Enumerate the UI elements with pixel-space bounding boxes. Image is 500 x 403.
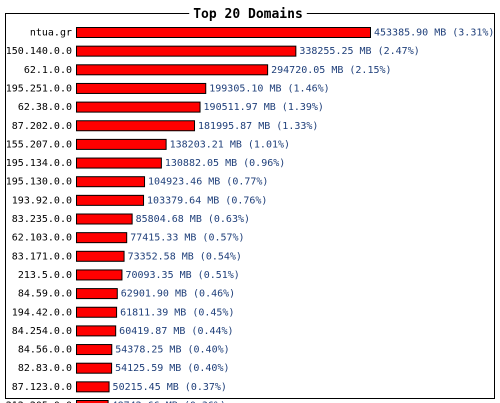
- bar: [76, 269, 123, 281]
- bar-row: 213.5.0.0 70093.35 MB (0.51%): [18, 269, 240, 281]
- bar: [76, 213, 133, 225]
- bar-row: ntua.gr 453385.90 MB (3.31%): [30, 27, 494, 39]
- category-label: 62.103.0.0: [12, 233, 72, 244]
- value-label: 190511.97 MB (1.39%): [204, 102, 324, 113]
- category-label: 194.42.0.0: [12, 307, 72, 318]
- bar-row: 150.140.0.0 338255.25 MB (2.47%): [6, 45, 420, 57]
- bar: [76, 120, 196, 132]
- value-label: 48742.66 MB (0.36%): [112, 401, 226, 403]
- value-label: 104923.46 MB (0.77%): [148, 177, 268, 188]
- category-label: 193.92.0.0: [12, 195, 72, 206]
- bar: [76, 250, 125, 262]
- bar: [76, 176, 146, 188]
- value-label: 103379.64 MB (0.76%): [147, 195, 267, 206]
- bar-row: 83.171.0.0 73352.58 MB (0.54%): [12, 250, 242, 262]
- bar: [76, 157, 162, 169]
- bar-row: 84.56.0.0 54378.25 MB (0.40%): [18, 344, 230, 356]
- bar: [76, 344, 113, 356]
- category-label: 150.140.0.0: [6, 46, 72, 57]
- bar: [76, 45, 297, 57]
- category-label: 195.134.0.0: [6, 158, 72, 169]
- bar: [76, 101, 201, 113]
- bar-rows: ntua.gr 453385.90 MB (3.31%) 150.140.0.0 33…: [6, 27, 494, 403]
- category-label: 195.130.0.0: [6, 177, 72, 188]
- value-label: 453385.90 MB (3.31%): [374, 28, 494, 39]
- category-label: 87.202.0.0: [12, 121, 72, 132]
- value-label: 50215.45 MB (0.37%): [113, 382, 227, 393]
- value-label: 85804.68 MB (0.63%): [136, 214, 250, 225]
- category-label: 62.38.0.0: [18, 102, 72, 113]
- bar-row: 87.123.0.0 50215.45 MB (0.37%): [12, 381, 227, 393]
- bar-row: 84.254.0.0 60419.87 MB (0.44%): [12, 325, 234, 337]
- value-label: 62901.90 MB (0.46%): [121, 289, 235, 300]
- bar-row: 195.251.0.0 199305.10 MB (1.46%): [6, 82, 330, 94]
- value-label: 60419.87 MB (0.44%): [119, 326, 233, 337]
- value-label: 294720.05 MB (2.15%): [271, 65, 391, 76]
- value-label: 73352.58 MB (0.54%): [128, 251, 242, 262]
- value-label: 70093.35 MB (0.51%): [125, 270, 239, 281]
- bar: [76, 325, 117, 337]
- bar-row: 62.103.0.0 77415.33 MB (0.57%): [12, 232, 245, 244]
- category-label: 62.1.0.0: [24, 65, 72, 76]
- bar-row: 62.38.0.0 190511.97 MB (1.39%): [18, 101, 324, 113]
- category-label: 87.123.0.0: [12, 382, 72, 393]
- category-label: 212.205.0.0: [6, 401, 72, 403]
- bar: [76, 64, 269, 76]
- bar: [76, 194, 145, 206]
- chart-title: Top 20 Domains: [193, 7, 303, 22]
- category-label: 82.83.0.0: [18, 363, 72, 374]
- title-background: [189, 11, 307, 17]
- category-label: 83.235.0.0: [12, 214, 72, 225]
- value-label: 54378.25 MB (0.40%): [115, 345, 229, 356]
- bar: [76, 82, 207, 94]
- category-label: 84.56.0.0: [18, 345, 72, 356]
- bar: [76, 400, 109, 403]
- value-label: 199305.10 MB (1.46%): [209, 83, 329, 94]
- bar: [76, 362, 113, 374]
- category-label: 155.207.0.0: [6, 139, 72, 150]
- category-label: ntua.gr: [30, 28, 72, 39]
- bar-row: 87.202.0.0 181995.87 MB (1.33%): [12, 120, 318, 132]
- bar-row: 195.134.0.0 130882.05 MB (0.96%): [6, 157, 285, 169]
- category-label: 213.5.0.0: [18, 270, 72, 281]
- value-label: 138203.21 MB (1.01%): [170, 139, 290, 150]
- bar: [76, 288, 118, 300]
- bar-row: 83.235.0.0 85804.68 MB (0.63%): [12, 213, 250, 225]
- bar-row: 195.130.0.0 104923.46 MB (0.77%): [6, 176, 268, 188]
- value-label: 181995.87 MB (1.33%): [198, 121, 318, 132]
- category-label: 195.251.0.0: [6, 83, 72, 94]
- bar: [76, 27, 371, 38]
- chart-frame: [5, 13, 495, 399]
- bar: [76, 381, 110, 393]
- bar-row: 82.83.0.0 54125.59 MB (0.40%): [18, 362, 229, 374]
- value-label: 54125.59 MB (0.40%): [115, 363, 229, 374]
- bar-row: 155.207.0.0 138203.21 MB (1.01%): [6, 138, 290, 150]
- bar: [76, 232, 128, 244]
- bar-row: 62.1.0.0 294720.05 MB (2.15%): [24, 64, 392, 76]
- bar-row: 212.205.0.0 48742.66 MB (0.36%): [6, 400, 226, 403]
- value-label: 338255.25 MB (2.47%): [299, 46, 419, 57]
- bar: [76, 306, 118, 318]
- category-label: 84.254.0.0: [12, 326, 72, 337]
- value-label: 77415.33 MB (0.57%): [130, 233, 244, 244]
- category-label: 84.59.0.0: [18, 289, 72, 300]
- value-label: 61811.39 MB (0.45%): [120, 307, 234, 318]
- bar-row: 194.42.0.0 61811.39 MB (0.45%): [12, 306, 234, 318]
- bar-row: 84.59.0.0 62901.90 MB (0.46%): [18, 288, 235, 300]
- category-label: 83.171.0.0: [12, 251, 72, 262]
- bar: [76, 138, 167, 150]
- bar-row: 193.92.0.0 103379.64 MB (0.76%): [12, 194, 267, 206]
- value-label: 130882.05 MB (0.96%): [165, 158, 285, 169]
